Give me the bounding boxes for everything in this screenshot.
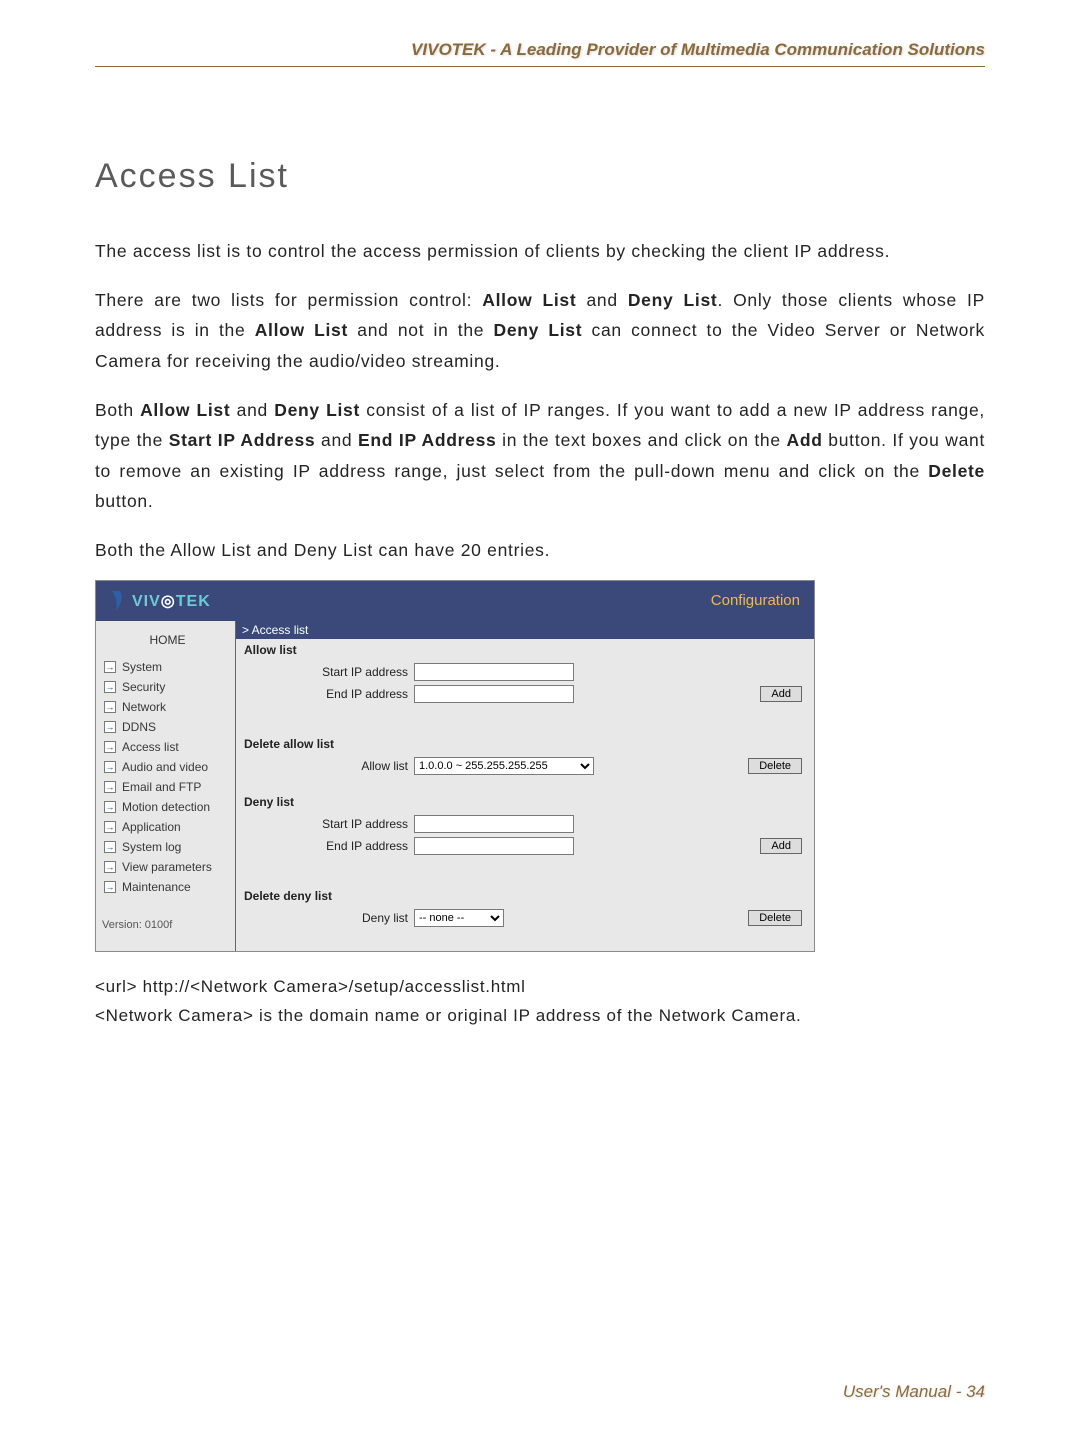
page-header: VIVOTEK - A Leading Provider of Multimed… [95, 40, 985, 60]
end-ip-label: End IP address [244, 687, 414, 701]
main-panel: > Access list Allow list Start IP addres… [236, 621, 814, 951]
arrow-icon: → [104, 841, 116, 853]
sidebar-item-system-log[interactable]: → System log [100, 837, 235, 857]
sidebar-item-label: Application [122, 820, 181, 834]
allow-add-button[interactable]: Add [760, 686, 802, 702]
deny-start-ip-input[interactable] [414, 815, 574, 833]
allow-delete-button[interactable]: Delete [748, 758, 802, 774]
deny-list-select[interactable]: -- none -- [414, 909, 504, 927]
sidebar-item-application[interactable]: → Application [100, 817, 235, 837]
sidebar-item-label: Access list [122, 740, 179, 754]
deny-start-ip-label: Start IP address [244, 817, 414, 831]
deny-list-title: Deny list [244, 795, 802, 809]
deny-list-label: Deny list [244, 911, 414, 925]
sidebar-item-audio-and-video[interactable]: → Audio and video [100, 757, 235, 777]
allow-list-title: Allow list [244, 643, 802, 657]
config-screenshot: VIV◎TEK Configuration HOME → System → Secur… [95, 580, 815, 952]
sidebar-item-label: Network [122, 700, 166, 714]
text: in the text boxes and click on the [496, 430, 786, 450]
page-footer: User's Manual - 34 [843, 1382, 985, 1402]
allow-start-ip-input[interactable] [414, 663, 574, 681]
configuration-label: Configuration [711, 592, 800, 609]
text: and [315, 430, 358, 450]
section-title: Access List [95, 157, 985, 196]
arrow-icon: → [104, 881, 116, 893]
sidebar-item-label: System [122, 660, 162, 674]
sidebar-item-network[interactable]: → Network [100, 697, 235, 717]
text-bold: Start IP Address [169, 430, 316, 450]
arrow-icon: → [104, 681, 116, 693]
sidebar-item-email-and-ftp[interactable]: → Email and FTP [100, 777, 235, 797]
arrow-icon: → [104, 821, 116, 833]
screenshot-topbar: VIV◎TEK Configuration [96, 581, 814, 621]
sidebar-item-label: System log [122, 840, 181, 854]
logo-text: VIV◎TEK [132, 591, 211, 611]
sidebar-item-label: Maintenance [122, 880, 191, 894]
start-ip-label: Start IP address [244, 665, 414, 679]
text: and not in the [348, 320, 493, 340]
sidebar-item-label: Security [122, 680, 165, 694]
text: and [230, 400, 274, 420]
arrow-icon: → [104, 661, 116, 673]
version-label: Version: 0100f [100, 919, 235, 931]
arrow-icon: → [104, 801, 116, 813]
delete-deny-title: Delete deny list [244, 889, 802, 903]
sidebar-item-view-parameters[interactable]: → View parameters [100, 857, 235, 877]
sidebar-item-label: Audio and video [122, 760, 208, 774]
sidebar-item-maintenance[interactable]: → Maintenance [100, 877, 235, 897]
allow-list-label: Allow list [244, 759, 414, 773]
deny-delete-button[interactable]: Delete [748, 910, 802, 926]
text-bold: End IP Address [358, 430, 496, 450]
text: button. [95, 491, 153, 511]
allow-list-select[interactable]: 1.0.0.0 ~ 255.255.255.255 [414, 757, 594, 775]
text-bold: Add [786, 430, 822, 450]
text-bold: Delete [928, 461, 985, 481]
sidebar-item-label: View parameters [122, 860, 212, 874]
arrow-icon: → [104, 721, 116, 733]
logo: VIV◎TEK [110, 589, 211, 613]
sidebar-item-security[interactable]: → Security [100, 677, 235, 697]
sidebar-item-motion-detection[interactable]: → Motion detection [100, 797, 235, 817]
text: and [576, 290, 627, 310]
url-line-1: <url> http://<Network Camera>/setup/acce… [95, 972, 985, 1002]
paragraph-2: There are two lists for permission contr… [95, 285, 985, 377]
text-bold: Deny List [274, 400, 360, 420]
logo-swoosh-icon [110, 589, 128, 613]
arrow-icon: → [104, 741, 116, 753]
arrow-icon: → [104, 781, 116, 793]
paragraph-1: The access list is to control the access… [95, 236, 985, 267]
sidebar-home[interactable]: HOME [100, 633, 235, 647]
sidebar-item-system[interactable]: → System [100, 657, 235, 677]
url-line-2: <Network Camera> is the domain name or o… [95, 1001, 985, 1031]
paragraph-4: Both the Allow List and Deny List can ha… [95, 535, 985, 566]
arrow-icon: → [104, 701, 116, 713]
deny-add-button[interactable]: Add [760, 838, 802, 854]
deny-end-ip-input[interactable] [414, 837, 574, 855]
sidebar-item-label: Email and FTP [122, 780, 201, 794]
sidebar-item-label: Motion detection [122, 800, 210, 814]
sidebar-item-label: DDNS [122, 720, 156, 734]
arrow-icon: → [104, 861, 116, 873]
breadcrumb: > Access list [236, 621, 814, 639]
text-bold: Allow List [482, 290, 576, 310]
arrow-icon: → [104, 761, 116, 773]
sidebar-item-ddns[interactable]: → DDNS [100, 717, 235, 737]
text-bold: Deny List [494, 320, 583, 340]
allow-end-ip-input[interactable] [414, 685, 574, 703]
deny-end-ip-label: End IP address [244, 839, 414, 853]
delete-allow-title: Delete allow list [244, 737, 802, 751]
text: There are two lists for permission contr… [95, 290, 482, 310]
sidebar: HOME → System → Security → Network → DDNS → Acces… [96, 621, 236, 951]
paragraph-3: Both Allow List and Deny List consist of… [95, 395, 985, 518]
text: Both [95, 400, 140, 420]
text-bold: Allow List [140, 400, 230, 420]
text-bold: Allow List [255, 320, 348, 340]
header-rule [95, 66, 985, 67]
sidebar-item-access-list[interactable]: → Access list [100, 737, 235, 757]
text-bold: Deny List [628, 290, 718, 310]
